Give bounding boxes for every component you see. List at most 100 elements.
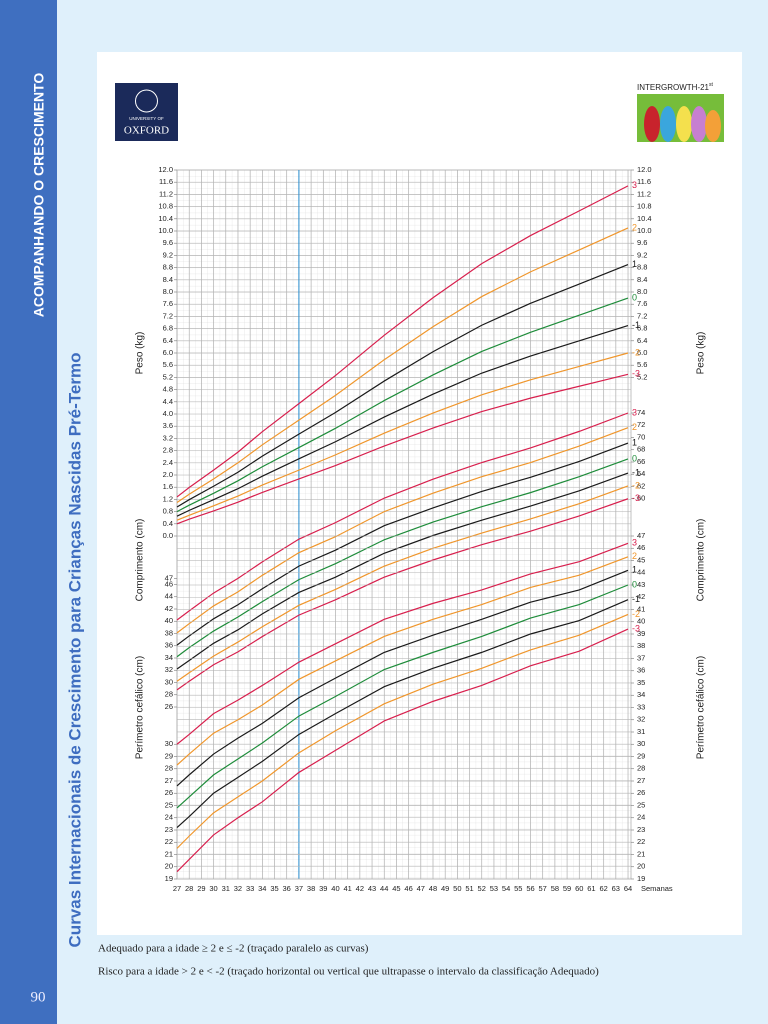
y-tick-label: 9.2 [637, 250, 647, 259]
curve-label: -1 [632, 594, 640, 604]
x-tick-label: 61 [587, 884, 595, 893]
curve-label: 2 [632, 222, 637, 232]
y-tick-label: 33 [637, 702, 645, 711]
y-tick-label: 11.2 [637, 189, 651, 198]
curve-label: -3 [632, 369, 640, 379]
y-tick-label: 10.0 [637, 226, 652, 235]
y-tick-label: 34 [165, 653, 173, 662]
y-tick-label: 8.4 [163, 275, 173, 284]
y2-axis-label: Comprimento (cm) [696, 519, 707, 602]
y-tick-label: 28 [637, 764, 645, 773]
y-tick-label: 38 [165, 628, 173, 637]
y-tick-label: 26 [165, 788, 173, 797]
logo-text: OXFORD [124, 125, 169, 137]
y-tick-label: 62 [637, 481, 645, 490]
y-tick-label: 26 [165, 702, 173, 711]
y-tick-label: 21 [637, 849, 645, 858]
curve [176, 498, 629, 691]
curve [176, 297, 629, 513]
y-tick-label: 11.6 [159, 177, 173, 186]
y-tick-label: 35 [637, 678, 645, 687]
note: Adequado para a idade ≥ 2 e ≤ -2 (traçad… [98, 943, 369, 955]
curve [176, 542, 629, 745]
x-tick-label: 40 [331, 884, 339, 893]
y-tick-label: 27 [637, 776, 645, 785]
x-tick-label: 38 [307, 884, 315, 893]
x-tick-label: 58 [551, 884, 559, 893]
curve [176, 458, 629, 658]
y-tick-label: 64 [637, 469, 645, 478]
x-tick-label: 34 [258, 884, 266, 893]
y-tick-label: 6.0 [637, 348, 647, 357]
curve [176, 569, 629, 787]
y-tick-label: 20 [165, 862, 173, 871]
y-tick-label: 19 [165, 874, 173, 883]
y-tick-label: 32 [165, 665, 173, 674]
y-tick-label: 30 [165, 739, 173, 748]
curve [176, 373, 629, 525]
y-tick-label: 46 [165, 579, 173, 588]
x-tick-label: 59 [563, 884, 571, 893]
y-tick-label: 10.4 [158, 214, 173, 223]
y-tick-label: 44 [637, 568, 645, 577]
y-axis-label: Perímetro cefálico (cm) [135, 656, 146, 759]
curve [176, 472, 629, 670]
x-tick-label: 46 [404, 884, 412, 893]
y-tick-label: 5.6 [637, 360, 647, 369]
x-tick-label: 51 [465, 884, 473, 893]
y-tick-label: 44 [165, 592, 173, 601]
logo-text: INTERGROWTH-21st [637, 82, 714, 92]
figure [705, 110, 721, 142]
y-tick-label: 8.8 [637, 263, 647, 272]
note: Risco para a idade > 2 e < -2 (traçado h… [98, 966, 599, 978]
y-tick-label: 6.4 [637, 336, 647, 345]
y-tick-label: 40 [165, 616, 173, 625]
y-tick-label: 1.2 [163, 494, 173, 503]
y-tick-label: 38 [637, 641, 645, 650]
curve-label: 3 [632, 538, 637, 548]
y-tick-label: 0.4 [163, 519, 173, 528]
curve [176, 227, 629, 503]
y-tick-label: 30 [165, 677, 173, 686]
y-axis-label: Comprimento (cm) [135, 519, 146, 602]
crest [135, 89, 158, 113]
y-tick-label: 5.6 [163, 360, 173, 369]
x-tick-label: 55 [514, 884, 522, 893]
logo-text: UNIVERSITY OF [129, 116, 164, 121]
x-tick-label: 45 [392, 884, 400, 893]
curve [176, 628, 629, 873]
y-tick-label: 4.4 [163, 397, 173, 406]
y-tick-label: 28 [165, 690, 173, 699]
plot-grid [176, 169, 632, 880]
y-tick-label: 6.0 [163, 348, 173, 357]
y-tick-label: 9.6 [163, 238, 173, 247]
page-title: Curvas Internacionais de Crescimento par… [65, 353, 84, 948]
y2-axis-label: Peso (kg) [696, 332, 707, 375]
y-tick-label: 36 [637, 666, 645, 675]
curve [176, 485, 629, 682]
intergrowth-logo: INTERGROWTH-21st [637, 82, 724, 142]
curve [176, 599, 629, 828]
plot: 27 28 29 30 31 32 33 34 35 36 37 38 39 40 41 42 43 44 45 46… [135, 165, 707, 893]
y-tick-label: 6.4 [163, 336, 173, 345]
curve-label: -2 [632, 480, 640, 490]
y-tick-label: 60 [637, 494, 645, 503]
x-tick-label: 54 [502, 884, 510, 893]
sidebar [0, 0, 57, 1024]
figure [660, 106, 676, 142]
y-tick-label: 10.8 [637, 202, 652, 211]
y-tick-label: 29 [637, 751, 645, 760]
y-tick-label: 0.8 [163, 507, 173, 516]
curve [176, 324, 629, 517]
curve-label: 2 [632, 422, 637, 432]
y-tick-label: 34 [637, 690, 645, 699]
y-tick-label: 6.8 [637, 324, 647, 333]
x-tick-label: 42 [356, 884, 364, 893]
curve-label: -1 [632, 467, 640, 477]
y-tick-label: 32 [637, 715, 645, 724]
y-tick-label: 11.2 [159, 189, 173, 198]
x-tick-label: 50 [453, 884, 461, 893]
y-tick-label: 8.4 [637, 275, 647, 284]
y-tick-label: 43 [637, 580, 645, 589]
y-tick-label: 47 [637, 531, 645, 540]
